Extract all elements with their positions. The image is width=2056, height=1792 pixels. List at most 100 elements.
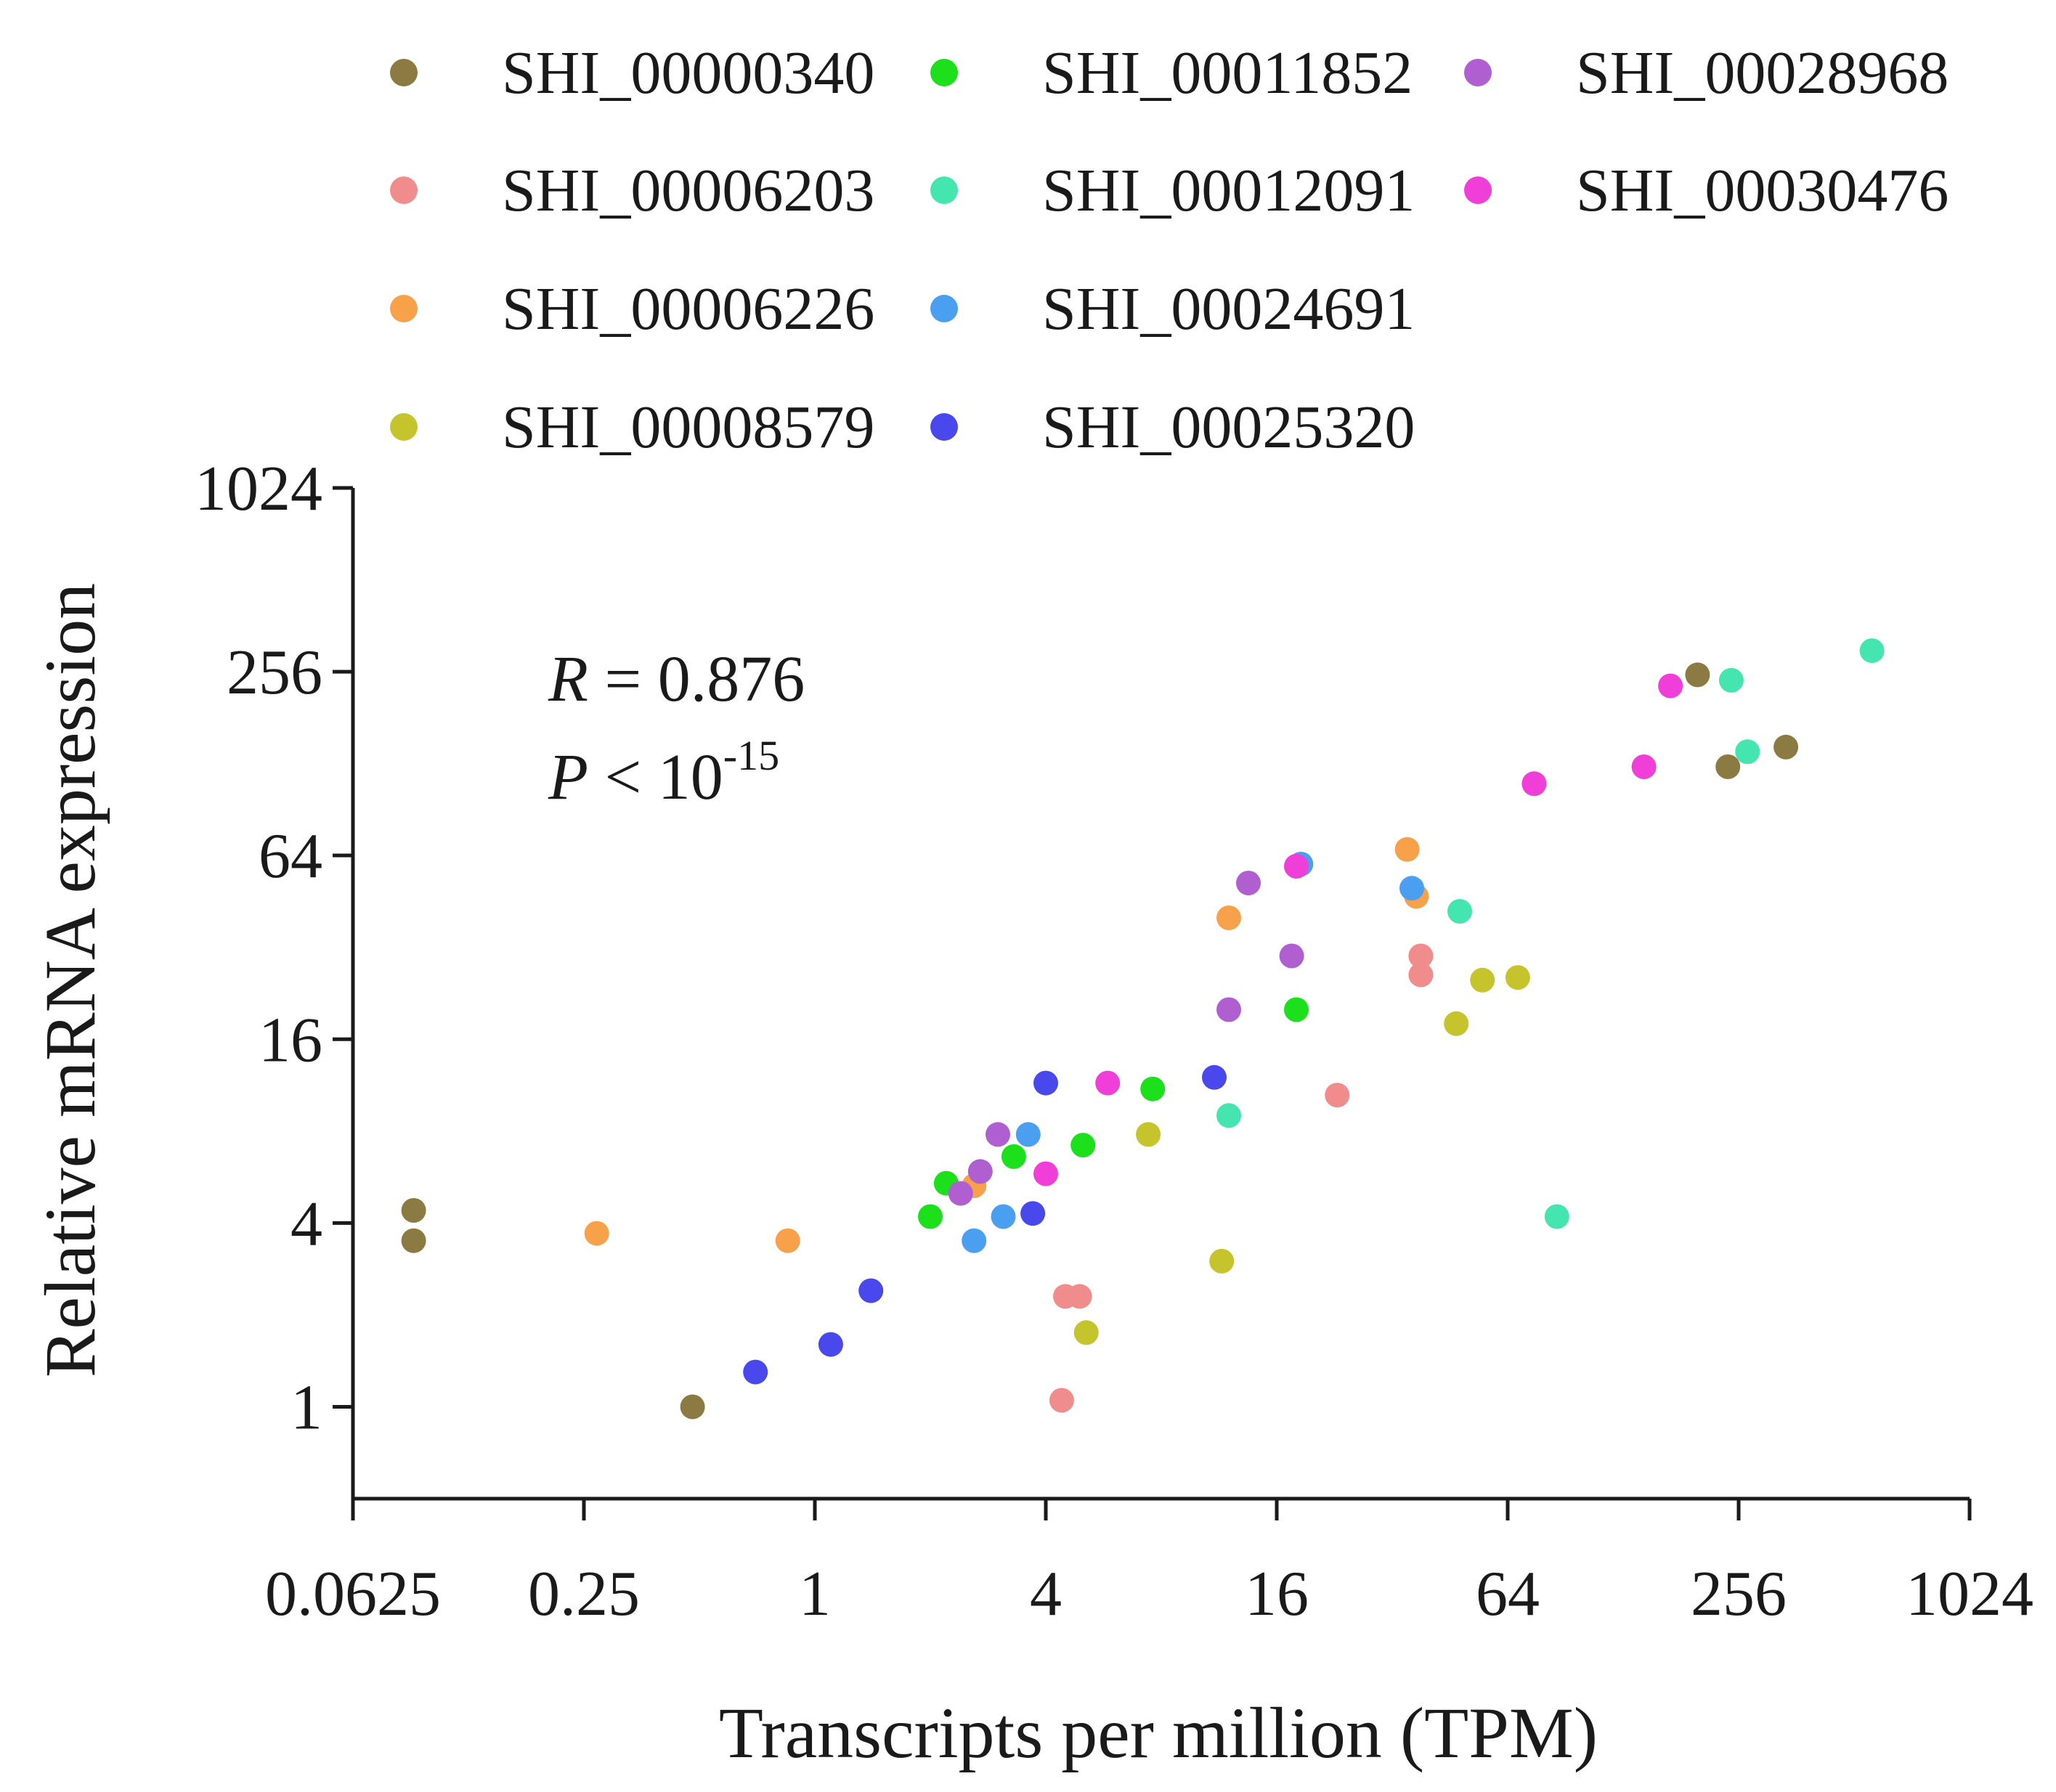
x-axis: 0.0625 0.25 1 4 16 64 256 1024 bbox=[265, 1496, 2033, 1629]
data-point-shi-00006226 bbox=[584, 1221, 609, 1246]
data-point-shi-00028968 bbox=[1279, 943, 1304, 969]
data-point-shi-00006203 bbox=[1049, 1388, 1074, 1413]
legend-marker bbox=[390, 59, 418, 86]
data-point-shi-00006203 bbox=[1067, 1284, 1092, 1309]
data-point-shi-00011852 bbox=[1284, 997, 1309, 1022]
data-point-shi-00030476 bbox=[1658, 673, 1683, 699]
x-tick-label: 16 bbox=[1245, 1559, 1309, 1629]
legend-item: SHI_00006203 bbox=[390, 157, 874, 224]
y-tick-label: 1024 bbox=[195, 454, 322, 524]
data-point-shi-00012091 bbox=[1447, 899, 1472, 924]
data-point-shi-00008579 bbox=[1136, 1122, 1161, 1147]
x-tick-label: 1024 bbox=[1906, 1559, 2033, 1629]
data-point-shi-00012091 bbox=[1859, 638, 1885, 664]
data-point-shi-00024691 bbox=[1399, 876, 1424, 901]
data-point-shi-00025320 bbox=[858, 1278, 884, 1303]
r-value: = 0.876 bbox=[588, 643, 805, 715]
data-point-shi-00012091 bbox=[1735, 739, 1760, 765]
legend-item: SHI_00024691 bbox=[930, 275, 1415, 343]
legend-label: SHI_00028968 bbox=[1576, 39, 1949, 107]
y-tick-label: 16 bbox=[259, 1005, 322, 1075]
legend-marker bbox=[1464, 176, 1492, 204]
data-point-shi-00000340 bbox=[401, 1228, 426, 1253]
legend-marker bbox=[930, 176, 958, 204]
data-point-shi-00028968 bbox=[948, 1181, 973, 1206]
data-point-shi-00011852 bbox=[1140, 1076, 1166, 1101]
legend-item: SHI_00011852 bbox=[930, 39, 1413, 107]
legend-label: SHI_00000340 bbox=[502, 39, 874, 107]
legend-marker bbox=[930, 59, 958, 86]
data-point-shi-00028968 bbox=[967, 1159, 993, 1184]
legend-label: SHI_00006226 bbox=[502, 275, 874, 343]
y-axis-title: Relative mRNA expression bbox=[30, 583, 110, 1377]
x-tick-label: 0.25 bbox=[528, 1559, 640, 1629]
data-point-shi-00028968 bbox=[1236, 871, 1261, 896]
legend-label: SHI_00006203 bbox=[502, 157, 874, 224]
y-axis: 1 4 16 64 256 1024 bbox=[195, 454, 355, 1499]
data-point-shi-00008579 bbox=[1505, 965, 1530, 990]
data-point-shi-00006203 bbox=[1408, 962, 1434, 987]
data-point-shi-00000340 bbox=[401, 1198, 426, 1223]
legend-marker bbox=[1464, 59, 1492, 86]
data-point-shi-00000340 bbox=[1715, 754, 1741, 779]
x-axis-title: Transcripts per million (TPM) bbox=[719, 1693, 1598, 1773]
data-point-shi-00012091 bbox=[1216, 1103, 1241, 1128]
data-point-shi-00000340 bbox=[1685, 662, 1710, 688]
p-value: < 10 bbox=[588, 741, 723, 813]
p-label: P bbox=[548, 741, 588, 813]
data-point-shi-00030476 bbox=[1521, 771, 1547, 797]
data-point-shi-00011852 bbox=[1001, 1144, 1026, 1169]
data-point-shi-00012091 bbox=[1718, 667, 1744, 693]
legend-marker bbox=[390, 176, 418, 204]
y-tick-label: 1 bbox=[290, 1372, 322, 1443]
legend-item: SHI_00012091 bbox=[930, 157, 1415, 224]
x-tick-label: 0.0625 bbox=[265, 1559, 441, 1629]
legend-label: SHI_00024691 bbox=[1042, 275, 1415, 343]
r-stat: R = 0.876 bbox=[548, 643, 805, 715]
data-point-shi-00006203 bbox=[1408, 943, 1434, 969]
data-point-shi-00030476 bbox=[1284, 854, 1309, 879]
data-point-shi-00000340 bbox=[680, 1394, 705, 1420]
legend-label: SHI_00025320 bbox=[1042, 394, 1415, 461]
data-point-shi-00025320 bbox=[1020, 1201, 1046, 1226]
x-tick-label: 1 bbox=[799, 1559, 831, 1629]
data-point-shi-00025320 bbox=[743, 1359, 768, 1385]
legend-item: SHI_00008579 bbox=[390, 394, 874, 461]
legend-label: SHI_00008579 bbox=[502, 394, 874, 461]
legend-marker bbox=[390, 295, 418, 322]
stats-annotation: R = 0.876 P < 10-15 bbox=[548, 643, 805, 813]
legend-label: SHI_00011852 bbox=[1042, 39, 1413, 107]
data-point-shi-00008579 bbox=[1073, 1320, 1099, 1345]
legend: SHI_00000340 SHI_00006203 SHI_00006226 SHI_… bbox=[390, 39, 1949, 461]
data-point-shi-00025320 bbox=[1033, 1070, 1058, 1096]
legend-label: SHI_00012091 bbox=[1042, 157, 1415, 224]
legend-label: SHI_00030476 bbox=[1576, 157, 1949, 224]
legend-marker bbox=[930, 295, 958, 322]
data-point-shi-00006226 bbox=[775, 1228, 800, 1253]
data-point-shi-00008579 bbox=[1470, 967, 1495, 993]
data-point-shi-00030476 bbox=[1033, 1161, 1058, 1186]
data-point-shi-00030476 bbox=[1095, 1070, 1121, 1096]
data-point-shi-00006203 bbox=[1325, 1083, 1350, 1108]
legend-marker bbox=[930, 413, 958, 441]
legend-item: SHI_00030476 bbox=[1464, 157, 1949, 224]
data-point-shi-00024691 bbox=[962, 1228, 987, 1253]
y-tick-label: 64 bbox=[259, 821, 322, 892]
data-point-shi-00006226 bbox=[1394, 836, 1420, 862]
r-label: R bbox=[548, 643, 588, 715]
legend-item: SHI_00025320 bbox=[930, 394, 1415, 461]
data-point-shi-00012091 bbox=[1544, 1204, 1569, 1229]
data-point-shi-00025320 bbox=[1202, 1064, 1227, 1090]
data-point-shi-00025320 bbox=[818, 1332, 843, 1357]
data-point-shi-00008579 bbox=[1444, 1011, 1469, 1036]
data-point-shi-00000340 bbox=[1773, 734, 1799, 759]
p-exponent: -15 bbox=[723, 732, 779, 779]
data-point-shi-00024691 bbox=[1015, 1122, 1041, 1147]
data-point-shi-00024691 bbox=[991, 1204, 1016, 1229]
data-point-shi-00011852 bbox=[1070, 1133, 1096, 1158]
data-point-shi-00028968 bbox=[986, 1122, 1010, 1147]
x-tick-label: 4 bbox=[1030, 1559, 1062, 1629]
legend-item: SHI_00000340 bbox=[390, 39, 874, 107]
data-point-shi-00008579 bbox=[1209, 1248, 1235, 1274]
